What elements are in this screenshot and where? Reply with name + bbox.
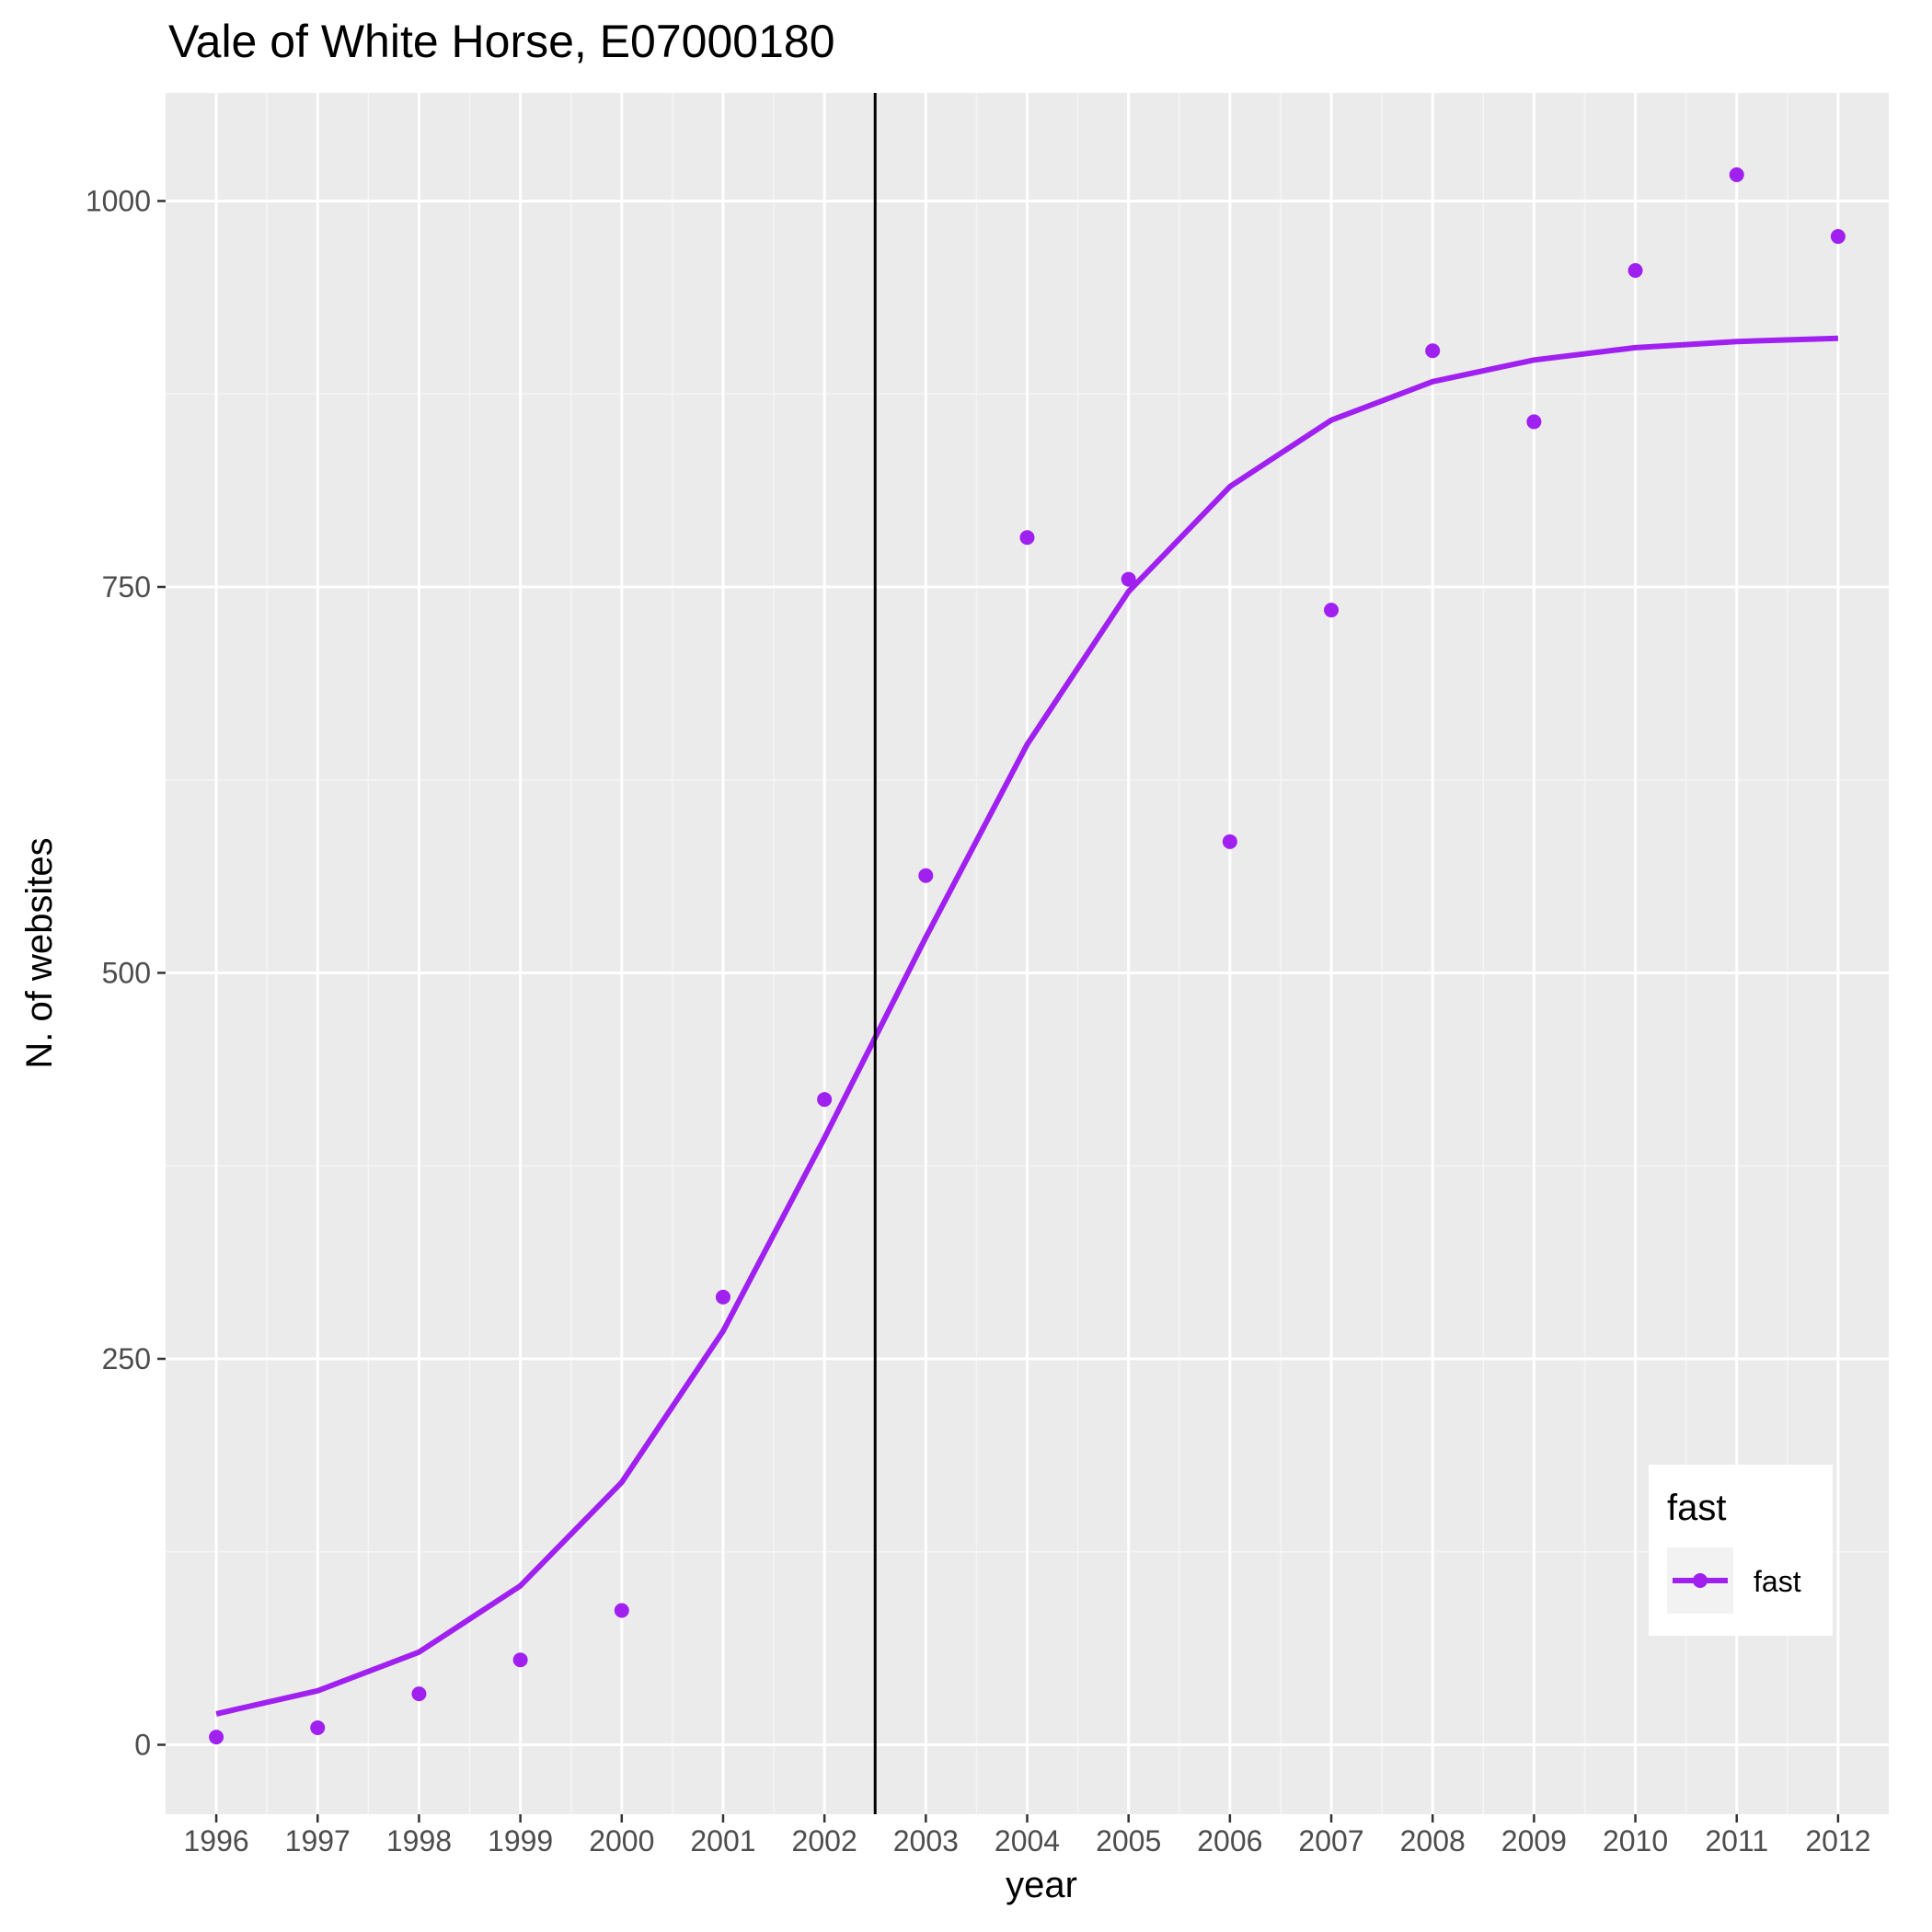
x-tick-label: 2003 [893, 1824, 959, 1857]
x-tick-label: 2008 [1400, 1824, 1466, 1857]
x-tick-label: 2011 [1705, 1824, 1768, 1857]
data-point [1425, 343, 1441, 359]
x-axis: 1996 1997 1998 1999 2000 2001 2002 2003 2004 2005… [183, 1814, 1871, 1857]
x-tick-label: 2009 [1501, 1824, 1567, 1857]
x-tick-label: 2005 [1096, 1824, 1161, 1857]
data-point [1526, 414, 1542, 430]
data-point [1222, 834, 1237, 849]
chart-title: Vale of White Horse, E07000180 [168, 16, 835, 67]
legend-key-point [1693, 1573, 1708, 1588]
y-axis-title: N. of websites [19, 837, 60, 1068]
data-point [817, 1092, 833, 1108]
y-tick-label: 750 [102, 570, 151, 604]
y-tick-label: 0 [134, 1728, 151, 1761]
legend-title: fast [1667, 1488, 1726, 1528]
data-point [1121, 571, 1136, 587]
x-axis-title: year [1006, 1865, 1077, 1905]
data-point [1830, 229, 1846, 245]
data-point [715, 1289, 730, 1305]
x-tick-label: 1996 [183, 1824, 248, 1857]
legend-entry-fast: fast [1754, 1565, 1801, 1598]
data-point [1019, 530, 1035, 546]
data-point [918, 868, 934, 883]
x-tick-label: 2007 [1298, 1824, 1363, 1857]
x-tick-label: 1999 [488, 1824, 553, 1857]
minor-grid [166, 93, 1889, 1814]
y-tick-label: 1000 [86, 184, 151, 217]
data-point [209, 1730, 224, 1745]
y-tick-label: 250 [102, 1342, 151, 1375]
y-tick-label: 500 [102, 956, 151, 989]
series-layer [209, 167, 1846, 1745]
x-tick-label: 2002 [792, 1824, 857, 1857]
x-tick-label: 2006 [1197, 1824, 1262, 1857]
x-tick-label: 2004 [995, 1824, 1060, 1857]
data-point [512, 1652, 528, 1668]
x-tick-label: 2000 [589, 1824, 654, 1857]
x-tick-label: 1997 [285, 1824, 351, 1857]
data-point [411, 1686, 427, 1702]
x-tick-label: 2001 [690, 1824, 755, 1857]
data-point [614, 1603, 629, 1618]
data-point [1627, 262, 1643, 278]
x-tick-label: 1998 [386, 1824, 452, 1857]
x-tick-label: 2010 [1603, 1824, 1668, 1857]
legend: fast fast [1649, 1465, 1833, 1636]
x-tick-label: 2012 [1805, 1824, 1870, 1857]
y-axis: 0 250 500 750 1000 [86, 184, 166, 1761]
data-point [1729, 167, 1744, 182]
data-point [1324, 603, 1340, 618]
data-point [310, 1720, 326, 1736]
fitted-line [215, 335, 1838, 1717]
